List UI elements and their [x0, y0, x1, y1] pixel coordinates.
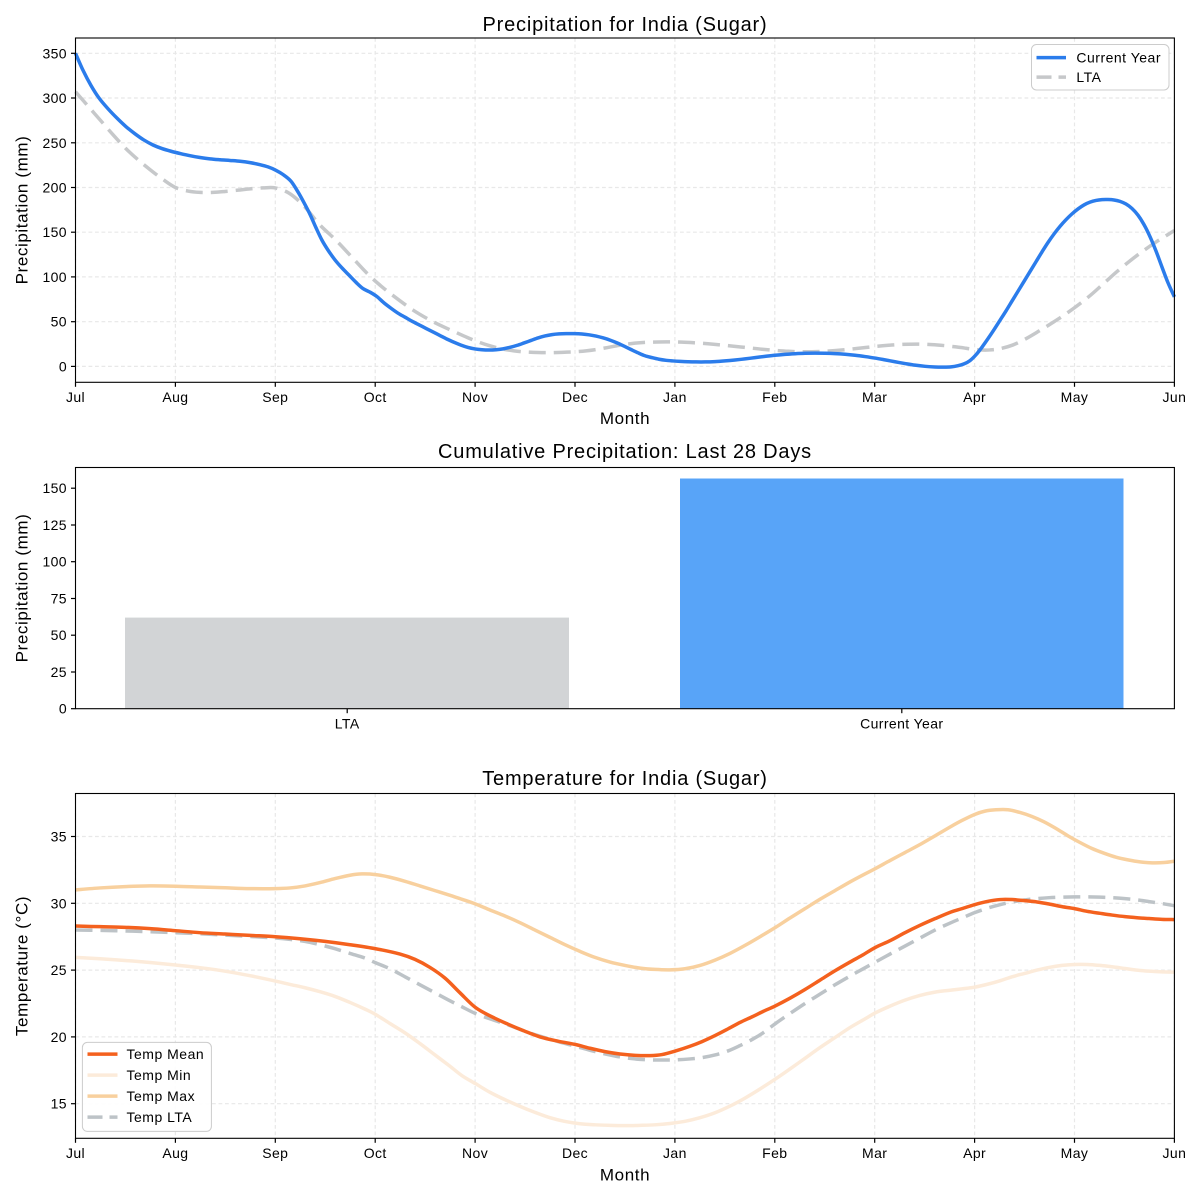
svg-text:30: 30 — [51, 895, 67, 911]
svg-text:Nov: Nov — [462, 389, 488, 405]
svg-text:Month: Month — [600, 409, 650, 428]
svg-text:Mar: Mar — [862, 389, 887, 405]
svg-text:Cumulative Precipitation: Last: Cumulative Precipitation: Last 28 Days — [438, 441, 812, 463]
svg-text:Oct: Oct — [364, 1145, 387, 1161]
svg-text:Oct: Oct — [364, 389, 387, 405]
svg-text:Aug: Aug — [162, 389, 188, 405]
svg-text:125: 125 — [42, 517, 67, 533]
svg-text:Temp Max: Temp Max — [127, 1088, 196, 1104]
svg-text:LTA: LTA — [1076, 69, 1101, 85]
svg-text:Temp LTA: Temp LTA — [127, 1109, 193, 1125]
svg-text:Jan: Jan — [663, 389, 687, 405]
svg-text:50: 50 — [51, 627, 67, 643]
svg-text:Jun: Jun — [1163, 389, 1187, 405]
svg-text:Temperature for India (Sugar): Temperature for India (Sugar) — [482, 768, 768, 790]
svg-text:25: 25 — [51, 962, 67, 978]
svg-text:May: May — [1061, 1145, 1089, 1161]
svg-text:Current Year: Current Year — [1076, 50, 1161, 66]
svg-text:Precipitation (mm): Precipitation (mm) — [13, 136, 32, 285]
svg-text:Jul: Jul — [66, 389, 85, 405]
svg-text:Precipitation for India (Sugar: Precipitation for India (Sugar) — [483, 14, 768, 36]
svg-text:0: 0 — [59, 358, 67, 374]
svg-text:Jul: Jul — [66, 1145, 85, 1161]
svg-text:20: 20 — [51, 1029, 67, 1045]
svg-text:May: May — [1061, 389, 1089, 405]
svg-text:50: 50 — [51, 314, 67, 330]
svg-text:Feb: Feb — [762, 389, 787, 405]
svg-text:Month: Month — [600, 1166, 650, 1185]
svg-text:Temp Mean: Temp Mean — [127, 1046, 205, 1062]
svg-text:Sep: Sep — [262, 389, 288, 405]
svg-text:Temperature (°C): Temperature (°C) — [13, 896, 32, 1036]
svg-text:200: 200 — [42, 180, 67, 196]
svg-text:0: 0 — [59, 701, 67, 717]
svg-text:350: 350 — [42, 45, 67, 61]
svg-text:150: 150 — [42, 224, 67, 240]
svg-text:300: 300 — [42, 90, 67, 106]
svg-text:75: 75 — [51, 591, 67, 607]
svg-text:Mar: Mar — [862, 1145, 887, 1161]
svg-text:35: 35 — [51, 829, 67, 845]
svg-text:Jan: Jan — [663, 1145, 687, 1161]
svg-text:Temp Min: Temp Min — [127, 1067, 192, 1083]
svg-text:Precipitation (mm): Precipitation (mm) — [13, 514, 32, 663]
svg-text:250: 250 — [42, 135, 67, 151]
svg-text:LTA: LTA — [335, 715, 360, 731]
svg-text:Apr: Apr — [963, 389, 986, 405]
svg-text:100: 100 — [42, 554, 67, 570]
svg-text:Apr: Apr — [963, 1145, 986, 1161]
svg-text:15: 15 — [51, 1096, 67, 1112]
svg-text:25: 25 — [51, 664, 67, 680]
svg-text:Nov: Nov — [462, 1145, 488, 1161]
svg-text:100: 100 — [42, 269, 67, 285]
svg-text:Aug: Aug — [162, 1145, 188, 1161]
svg-text:Sep: Sep — [262, 1145, 288, 1161]
svg-text:150: 150 — [42, 480, 67, 496]
svg-text:Dec: Dec — [562, 1145, 588, 1161]
svg-text:Current Year: Current Year — [860, 715, 943, 731]
svg-text:Jun: Jun — [1163, 1145, 1187, 1161]
svg-text:Dec: Dec — [562, 389, 588, 405]
svg-text:Feb: Feb — [762, 1145, 787, 1161]
